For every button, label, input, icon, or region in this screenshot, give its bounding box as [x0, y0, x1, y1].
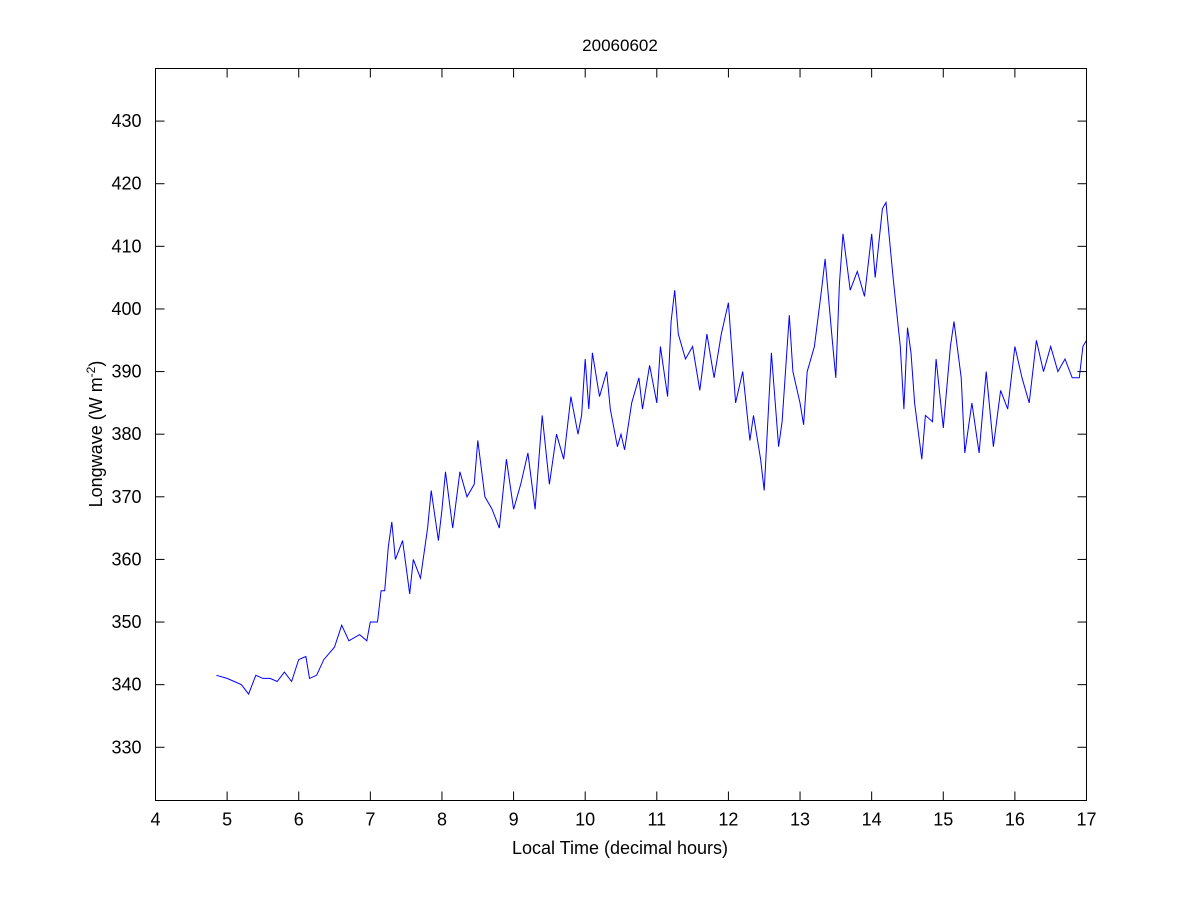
x-tick-label: 8 — [437, 810, 447, 830]
series-line-longwave — [216, 200, 1087, 696]
y-tick-label: 340 — [111, 675, 141, 695]
y-tick-label: 410 — [111, 236, 141, 256]
y-tick-label: 350 — [111, 612, 141, 632]
chart-title: 20060602 — [582, 36, 658, 55]
plot-area-frame — [155, 68, 1087, 801]
x-tick-label: 9 — [509, 810, 519, 830]
y-axis-label-end: ) — [86, 361, 106, 367]
y-tick-label: 380 — [111, 424, 141, 444]
x-tick-label: 7 — [365, 810, 375, 830]
x-tick-label: 14 — [862, 810, 882, 830]
x-tick-label: 10 — [575, 810, 595, 830]
y-tick-label: 420 — [111, 174, 141, 194]
y-tick-label: 370 — [111, 487, 141, 507]
y-tick-label: 430 — [111, 111, 141, 131]
x-tick-label: 12 — [718, 810, 738, 830]
x-tick-label: 16 — [1005, 810, 1025, 830]
y-tick-label: 330 — [111, 737, 141, 757]
x-tick-label: 5 — [222, 810, 232, 830]
y-axis-label-sup: -2 — [84, 366, 98, 377]
y-tick-label: 360 — [111, 549, 141, 569]
y-tick-label: 400 — [111, 299, 141, 319]
x-tick-label: 17 — [1076, 810, 1096, 830]
x-tick-label: 6 — [294, 810, 304, 830]
x-tick-label: 4 — [150, 810, 160, 830]
x-tick-label: 13 — [790, 810, 810, 830]
x-tick-label: 15 — [933, 810, 953, 830]
x-tick-label: 11 — [647, 810, 666, 830]
y-axis-label: Longwave (W m-2) — [84, 361, 106, 508]
y-tick-label: 390 — [111, 362, 141, 382]
x-axis-label: Local Time (decimal hours) — [512, 838, 728, 858]
y-axis-label-main: Longwave (W m — [86, 377, 106, 507]
